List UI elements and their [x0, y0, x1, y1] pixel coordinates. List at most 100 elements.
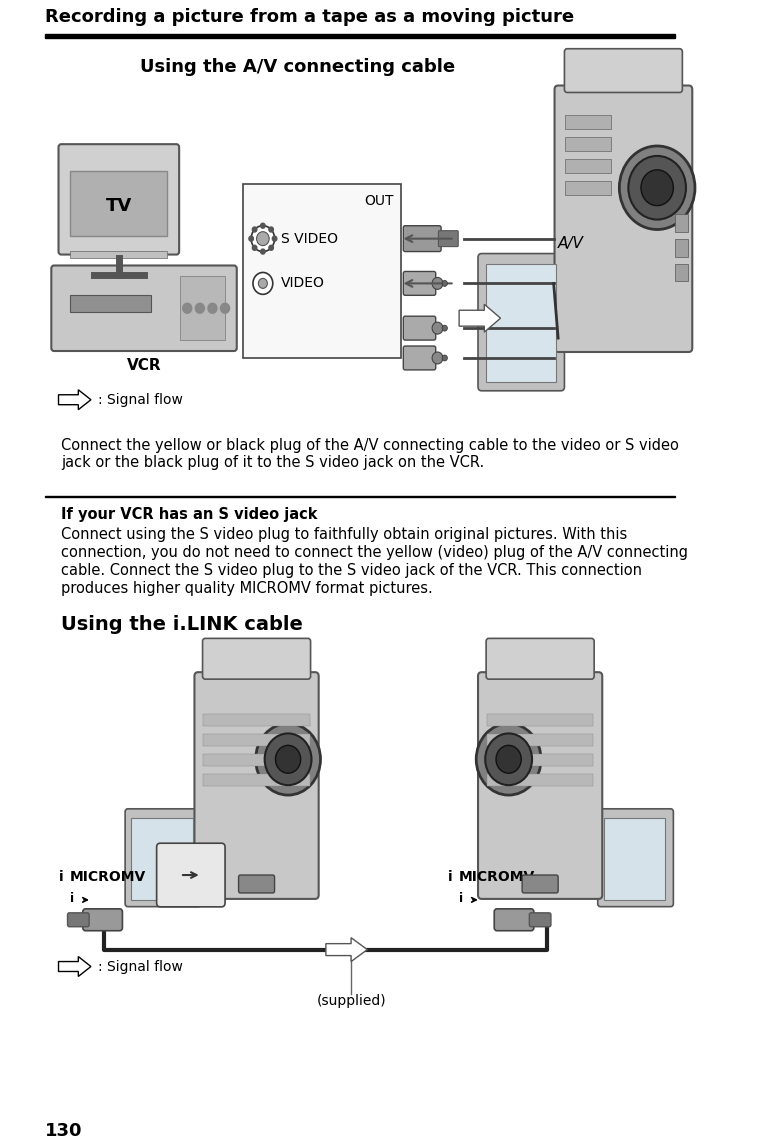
Text: VIDEO: VIDEO: [280, 277, 325, 290]
Text: : Signal flow: : Signal flow: [98, 959, 183, 974]
FancyBboxPatch shape: [125, 809, 200, 906]
Circle shape: [253, 227, 257, 232]
Circle shape: [256, 232, 269, 246]
Text: VCR: VCR: [127, 358, 162, 373]
Circle shape: [265, 734, 312, 785]
FancyBboxPatch shape: [203, 639, 311, 679]
FancyBboxPatch shape: [403, 271, 436, 295]
FancyBboxPatch shape: [403, 225, 441, 251]
Circle shape: [208, 303, 217, 313]
Bar: [566, 115, 611, 129]
Circle shape: [183, 303, 192, 313]
FancyBboxPatch shape: [83, 909, 123, 930]
Text: i: i: [70, 892, 75, 905]
FancyBboxPatch shape: [478, 672, 602, 898]
Bar: [566, 181, 611, 195]
FancyBboxPatch shape: [157, 844, 225, 906]
Text: produces higher quality MICROMV format pictures.: produces higher quality MICROMV format p…: [61, 581, 433, 596]
Bar: [487, 714, 594, 726]
FancyBboxPatch shape: [494, 909, 534, 930]
Bar: [45, 34, 675, 38]
FancyBboxPatch shape: [68, 913, 89, 927]
Polygon shape: [326, 937, 368, 961]
FancyBboxPatch shape: [522, 876, 558, 893]
Circle shape: [485, 734, 532, 785]
Circle shape: [249, 237, 253, 241]
Text: cable. Connect the S video plug to the S video jack of the VCR. This connection: cable. Connect the S video plug to the S…: [61, 562, 643, 578]
Text: MICROMV: MICROMV: [459, 870, 535, 884]
Circle shape: [259, 279, 267, 288]
FancyBboxPatch shape: [478, 254, 564, 391]
FancyBboxPatch shape: [529, 913, 551, 927]
FancyBboxPatch shape: [58, 144, 179, 255]
Circle shape: [269, 246, 274, 250]
Polygon shape: [58, 390, 91, 409]
Bar: [45, 496, 675, 497]
Polygon shape: [58, 957, 91, 976]
Text: Using the A/V connecting cable: Using the A/V connecting cable: [140, 57, 455, 75]
Text: i: i: [459, 892, 463, 905]
FancyBboxPatch shape: [194, 672, 319, 898]
Circle shape: [251, 225, 274, 251]
Bar: [487, 734, 594, 745]
Circle shape: [629, 155, 686, 219]
FancyBboxPatch shape: [598, 809, 674, 906]
Circle shape: [641, 170, 674, 206]
Bar: [204, 753, 310, 766]
FancyBboxPatch shape: [486, 639, 594, 679]
Circle shape: [476, 724, 541, 796]
FancyBboxPatch shape: [564, 49, 682, 93]
Circle shape: [496, 745, 521, 773]
FancyBboxPatch shape: [51, 265, 237, 351]
Bar: [487, 774, 594, 785]
Text: MICROMV: MICROMV: [70, 870, 147, 884]
Text: A/V: A/V: [558, 237, 584, 251]
FancyBboxPatch shape: [403, 317, 436, 341]
Text: (supplied): (supplied): [316, 994, 386, 1008]
Bar: [675, 214, 688, 232]
Text: : Signal flow: : Signal flow: [98, 393, 183, 407]
Circle shape: [432, 278, 443, 289]
Circle shape: [253, 246, 257, 250]
Circle shape: [432, 352, 443, 363]
Bar: [70, 295, 152, 312]
Text: i: i: [448, 870, 452, 884]
Text: S VIDEO: S VIDEO: [280, 232, 338, 246]
Text: Using the i.LINK cable: Using the i.LINK cable: [61, 615, 303, 633]
Text: i: i: [58, 870, 63, 884]
Bar: [487, 753, 594, 766]
FancyBboxPatch shape: [403, 346, 436, 370]
Bar: [675, 239, 688, 256]
Text: OUT: OUT: [364, 194, 393, 208]
Circle shape: [442, 280, 448, 287]
Bar: [243, 184, 401, 358]
Circle shape: [221, 303, 229, 313]
Circle shape: [253, 272, 273, 295]
Circle shape: [272, 237, 277, 241]
Bar: [180, 277, 225, 341]
Bar: [204, 774, 310, 785]
Circle shape: [256, 724, 320, 796]
Circle shape: [195, 303, 204, 313]
FancyBboxPatch shape: [131, 817, 193, 900]
Circle shape: [442, 325, 448, 331]
Text: connection, you do not need to connect the yellow (video) plug of the A/V connec: connection, you do not need to connect t…: [61, 545, 688, 560]
Text: 130: 130: [45, 1121, 82, 1140]
Text: Connect the yellow or black plug of the A/V connecting cable to the video or S v: Connect the yellow or black plug of the …: [61, 438, 679, 453]
Polygon shape: [459, 304, 500, 333]
Circle shape: [619, 146, 695, 230]
FancyBboxPatch shape: [486, 264, 556, 382]
Bar: [204, 734, 310, 745]
Bar: [70, 171, 167, 235]
Text: Recording a picture from a tape as a moving picture: Recording a picture from a tape as a mov…: [45, 8, 574, 26]
Bar: [204, 714, 310, 726]
Bar: [566, 137, 611, 151]
Circle shape: [442, 355, 448, 361]
Text: TV: TV: [106, 197, 132, 215]
Text: Connect using the S video plug to faithfully obtain original pictures. With this: Connect using the S video plug to faithf…: [61, 527, 628, 542]
Circle shape: [432, 322, 443, 334]
Bar: [675, 264, 688, 281]
FancyBboxPatch shape: [604, 817, 665, 900]
FancyBboxPatch shape: [239, 876, 274, 893]
Bar: [70, 250, 167, 257]
